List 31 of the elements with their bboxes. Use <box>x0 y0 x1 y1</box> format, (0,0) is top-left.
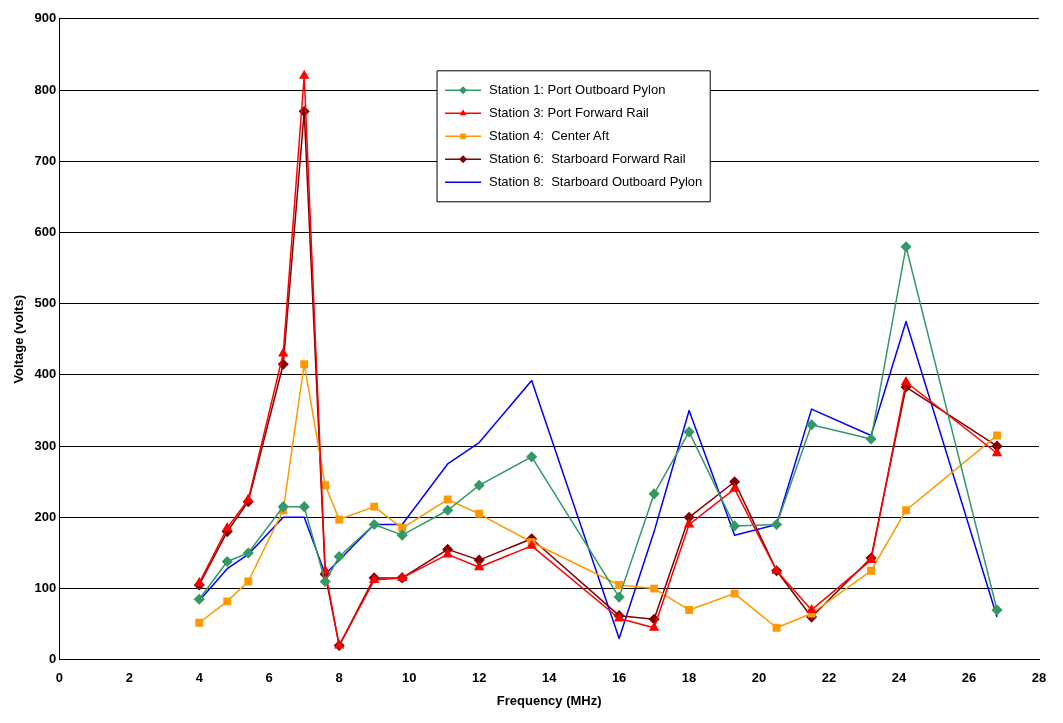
y-axis-title: Voltage (volts) <box>11 295 27 384</box>
y-tick-label: 100 <box>34 580 57 596</box>
y-tick-label: 200 <box>34 508 57 524</box>
x-tick-label: 6 <box>265 670 273 686</box>
x-tick-label: 20 <box>751 670 767 686</box>
legend-label: Station 3: Port Forward Rail <box>489 104 649 120</box>
x-tick-label: 14 <box>541 670 558 686</box>
x-tick-label: 18 <box>681 670 697 686</box>
y-tick-label: 600 <box>34 224 57 240</box>
y-tick-label: 700 <box>34 152 57 168</box>
x-tick-label: 24 <box>891 670 908 686</box>
x-tick-label: 16 <box>611 670 627 686</box>
x-tick-label: 12 <box>471 670 487 686</box>
x-axis-title: Frequency (MHz) <box>496 692 602 708</box>
x-tick-label: 8 <box>335 670 343 686</box>
x-tick-label: 2 <box>125 670 133 686</box>
legend-label: Station 1: Port Outboard Pylon <box>489 81 666 97</box>
x-tick-label: 4 <box>195 670 204 686</box>
y-tick-label: 800 <box>34 81 57 97</box>
x-tick-label: 10 <box>401 670 417 686</box>
legend-label: Station 8: Starboard Outboard Pylon <box>489 173 703 189</box>
y-tick-label: 500 <box>34 295 57 311</box>
x-tick-label: 22 <box>821 670 837 686</box>
y-tick-label: 300 <box>34 437 57 453</box>
x-tick-label: 26 <box>961 670 977 686</box>
y-tick-label: 0 <box>49 651 57 667</box>
legend-label: Station 6: Starboard Forward Rail <box>489 150 686 166</box>
y-tick-label: 900 <box>34 10 57 26</box>
legend-label: Station 4: Center Aft <box>489 127 610 143</box>
y-tick-label: 400 <box>34 366 57 382</box>
x-tick-label: 28 <box>1031 670 1047 686</box>
